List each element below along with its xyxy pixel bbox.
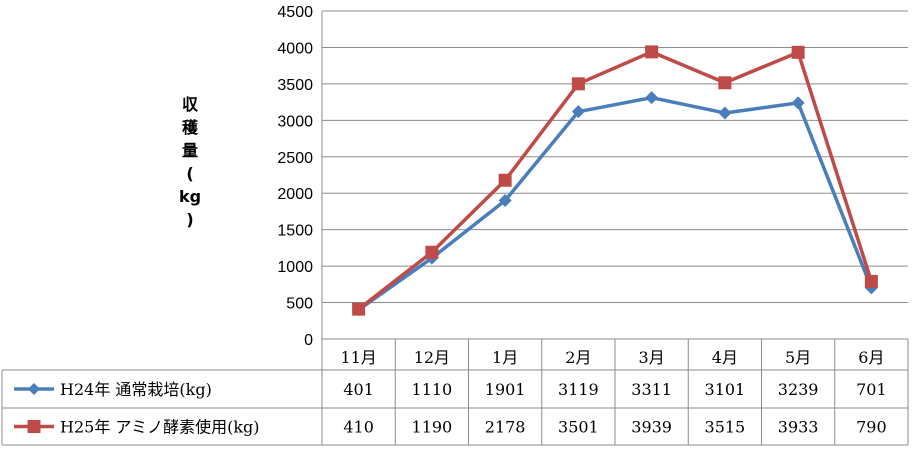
data-point xyxy=(791,45,805,59)
data-point xyxy=(352,302,366,316)
x-category-label: 11月 xyxy=(340,348,376,367)
data-point xyxy=(718,76,732,90)
data-point xyxy=(645,91,659,105)
y-axis-title-char: 穫 xyxy=(182,118,199,137)
y-axis-title: 収穫量 ( kg) xyxy=(179,95,201,229)
y-tick-label: 3000 xyxy=(277,113,313,130)
table-cell-value: 3933 xyxy=(778,418,819,437)
y-tick-label: 1000 xyxy=(277,259,313,276)
x-category-label: 1月 xyxy=(492,348,518,367)
table-cell-value: 3119 xyxy=(558,380,599,399)
legend-key-marker xyxy=(28,383,40,395)
y-tick-label: 4000 xyxy=(277,40,313,57)
y-tick-label: 2500 xyxy=(277,150,313,167)
y-tick-label: 500 xyxy=(286,296,313,313)
y-tick-label: 1500 xyxy=(277,223,313,240)
x-category-label: 6月 xyxy=(858,348,884,367)
table-cell-value: 3501 xyxy=(558,418,599,437)
y-axis-title-char: ( xyxy=(186,164,193,183)
series-line xyxy=(357,50,874,311)
data-point xyxy=(645,45,659,59)
table-cell-value: 401 xyxy=(343,380,374,399)
data-point xyxy=(571,77,585,91)
table-cell-value: 2178 xyxy=(485,418,526,437)
table-cell-value: 701 xyxy=(856,380,887,399)
data-point xyxy=(571,105,585,119)
table-cell-value: 3515 xyxy=(705,418,746,437)
x-category-label: 12月 xyxy=(414,348,450,367)
table-cell-value: 3239 xyxy=(778,380,819,399)
data-point xyxy=(425,245,439,259)
data-table xyxy=(1,339,909,446)
y-axis-title-char: 収 xyxy=(182,95,199,114)
table-cell-value: 790 xyxy=(856,418,887,437)
series-name: H25年 アミノ酵素使用(kg) xyxy=(60,418,260,437)
data-point xyxy=(718,106,732,120)
series-line xyxy=(357,95,874,312)
data-point xyxy=(791,96,805,110)
y-axis-title-char: kg xyxy=(179,187,201,206)
y-tick-label: 3500 xyxy=(277,77,313,94)
y-axis-title-char: ) xyxy=(186,210,193,229)
table-cell-value: 1901 xyxy=(485,380,526,399)
x-category-label: 2月 xyxy=(565,348,591,367)
table-cell-value: 3311 xyxy=(631,380,672,399)
y-tick-label: 0 xyxy=(304,332,313,349)
labels: 0 500 1000 1500 2000 2500 3000 3500 4000 4500 11月 1… xyxy=(60,4,887,437)
table-cell-value: 410 xyxy=(343,418,374,437)
data-point xyxy=(498,193,512,207)
table-cell-value: 1190 xyxy=(412,418,453,437)
x-category-label: 5月 xyxy=(785,348,811,367)
table-cell-value: 3101 xyxy=(705,380,746,399)
table-cell-value: 3939 xyxy=(631,418,672,437)
series-lines xyxy=(352,45,878,317)
data-point xyxy=(498,173,512,187)
y-tick-label: 2000 xyxy=(277,186,313,203)
legend-key-marker xyxy=(27,420,41,433)
y-tick-label: 4500 xyxy=(277,4,313,21)
x-category-label: 3月 xyxy=(639,348,665,367)
table-cell-value: 1110 xyxy=(412,380,453,399)
data-point xyxy=(864,274,878,288)
x-category-label: 4月 xyxy=(712,348,738,367)
y-axis-title-char: 量 xyxy=(182,141,198,160)
series-name: H24年 通常栽培(kg) xyxy=(60,380,212,399)
